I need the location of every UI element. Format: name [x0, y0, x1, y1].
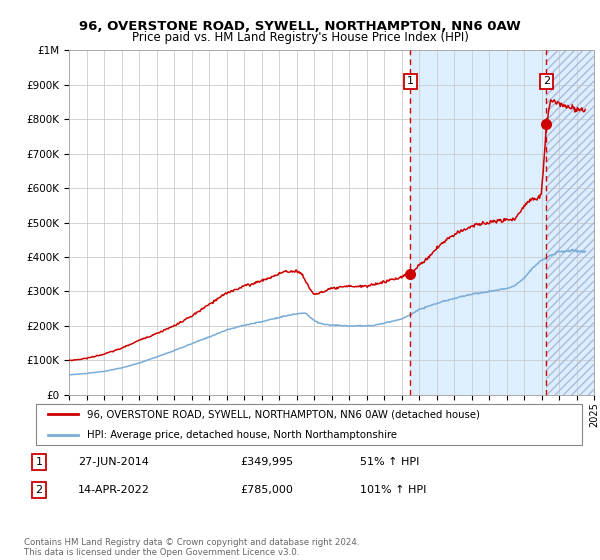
Text: 1: 1	[407, 76, 414, 86]
Text: 14-APR-2022: 14-APR-2022	[78, 485, 150, 495]
Text: 51% ↑ HPI: 51% ↑ HPI	[360, 457, 419, 467]
Text: £349,995: £349,995	[240, 457, 293, 467]
Text: 2: 2	[543, 76, 550, 86]
Text: £785,000: £785,000	[240, 485, 293, 495]
Text: 1: 1	[35, 457, 43, 467]
Text: 96, OVERSTONE ROAD, SYWELL, NORTHAMPTON, NN6 0AW (detached house): 96, OVERSTONE ROAD, SYWELL, NORTHAMPTON,…	[87, 409, 480, 419]
Text: 101% ↑ HPI: 101% ↑ HPI	[360, 485, 427, 495]
Bar	[547, 50, 594, 395]
Text: 2: 2	[35, 485, 43, 495]
Text: Contains HM Land Registry data © Crown copyright and database right 2024.
This d: Contains HM Land Registry data © Crown c…	[24, 538, 359, 557]
Text: 27-JUN-2014: 27-JUN-2014	[78, 457, 149, 467]
Text: 96, OVERSTONE ROAD, SYWELL, NORTHAMPTON, NN6 0AW: 96, OVERSTONE ROAD, SYWELL, NORTHAMPTON,…	[79, 20, 521, 32]
Text: HPI: Average price, detached house, North Northamptonshire: HPI: Average price, detached house, Nort…	[87, 430, 397, 440]
Bar	[410, 50, 594, 395]
Text: Price paid vs. HM Land Registry's House Price Index (HPI): Price paid vs. HM Land Registry's House …	[131, 31, 469, 44]
